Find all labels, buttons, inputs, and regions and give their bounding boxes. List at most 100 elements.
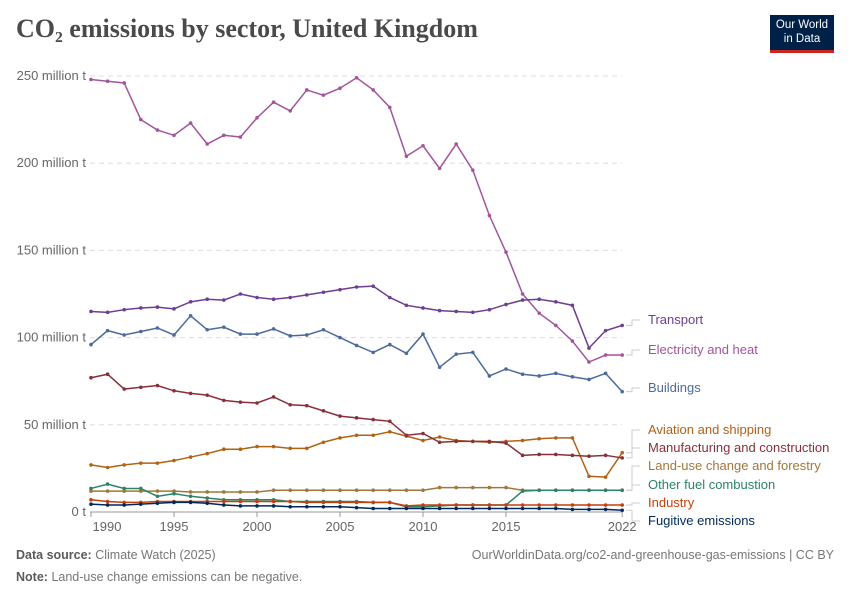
data-point xyxy=(388,419,392,424)
data-point xyxy=(271,327,276,331)
data-point xyxy=(205,501,209,506)
data-point xyxy=(321,504,326,509)
data-point xyxy=(371,417,376,422)
data-point xyxy=(89,486,93,491)
data-point xyxy=(354,488,359,493)
x-tick-label: 2005 xyxy=(326,519,355,534)
data-point xyxy=(388,429,392,434)
series-label: Industry xyxy=(648,495,695,510)
data-point xyxy=(255,332,259,336)
data-point xyxy=(139,502,143,506)
data-point xyxy=(105,465,110,470)
data-point xyxy=(89,497,93,502)
data-point xyxy=(105,503,110,507)
data-point xyxy=(105,328,110,333)
data-point xyxy=(139,486,143,491)
data-point xyxy=(255,116,259,120)
data-point xyxy=(603,488,608,493)
data-point xyxy=(238,504,243,508)
data-point xyxy=(371,284,376,288)
data-point xyxy=(139,489,143,493)
data-point xyxy=(321,290,326,295)
data-point xyxy=(371,88,376,92)
data-source: Data source: Climate Watch (2025) xyxy=(16,548,216,562)
data-point xyxy=(471,439,475,444)
label-connector xyxy=(626,509,640,522)
y-tick-label: 0 t xyxy=(72,504,87,519)
label-connector xyxy=(626,429,640,454)
data-point xyxy=(305,446,309,451)
data-point xyxy=(471,168,475,172)
data-point xyxy=(454,485,459,490)
data-point xyxy=(520,489,525,493)
series-label: Other fuel combustion xyxy=(648,477,775,492)
data-point xyxy=(122,333,126,337)
data-point xyxy=(271,297,276,302)
data-point xyxy=(603,453,608,458)
data-point xyxy=(421,503,425,507)
data-point xyxy=(404,488,409,493)
data-point xyxy=(288,499,293,504)
data-point xyxy=(271,444,276,449)
data-point xyxy=(537,311,541,315)
data-point xyxy=(487,439,492,444)
data-point xyxy=(155,489,160,493)
owid-logo[interactable]: Our World in Data xyxy=(770,15,834,53)
data-point xyxy=(421,306,425,310)
data-point xyxy=(437,166,442,171)
data-point xyxy=(288,334,293,338)
data-point xyxy=(305,333,309,337)
label-connector xyxy=(626,484,640,491)
data-point xyxy=(371,433,376,438)
data-point xyxy=(487,307,492,312)
data-point xyxy=(520,503,525,507)
data-point xyxy=(89,342,93,347)
data-point xyxy=(139,117,143,122)
data-point xyxy=(537,488,541,493)
data-point xyxy=(388,488,392,493)
data-point xyxy=(520,292,525,296)
data-point xyxy=(188,391,193,396)
data-point xyxy=(504,485,508,490)
data-point xyxy=(587,346,591,350)
data-point xyxy=(238,135,243,139)
data-point xyxy=(222,325,226,329)
data-point xyxy=(105,482,110,486)
data-point xyxy=(305,488,309,493)
data-point xyxy=(520,298,525,302)
data-point xyxy=(421,143,425,148)
chart-title: CO₂ emissions by sector, United Kingdom xyxy=(16,14,478,43)
x-tick-label: 2000 xyxy=(243,519,272,534)
data-point xyxy=(222,503,226,507)
data-point xyxy=(388,342,392,347)
data-point xyxy=(238,490,243,494)
data-point xyxy=(421,332,425,336)
y-tick-label: 100 million t xyxy=(17,330,87,345)
data-point xyxy=(520,506,525,511)
data-point xyxy=(288,402,293,407)
note: Note: Land-use change emissions can be n… xyxy=(16,570,303,584)
data-point xyxy=(222,447,226,452)
data-point xyxy=(537,297,541,302)
data-point xyxy=(321,440,326,445)
data-point xyxy=(554,452,558,457)
data-point xyxy=(205,490,209,494)
data-point xyxy=(305,504,309,509)
data-point xyxy=(587,454,591,458)
y-tick-label: 150 million t xyxy=(17,242,87,257)
source-url[interactable]: OurWorldinData.org/co2-and-greenhouse-ga… xyxy=(471,548,834,562)
data-point xyxy=(603,503,608,507)
data-point xyxy=(471,350,475,355)
data-point xyxy=(603,507,608,512)
data-point xyxy=(222,133,226,138)
data-point xyxy=(437,485,442,490)
label-connector xyxy=(626,447,640,459)
data-point xyxy=(404,154,409,159)
data-point xyxy=(504,503,508,507)
data-point xyxy=(155,305,160,309)
data-point xyxy=(305,500,309,505)
data-point xyxy=(305,293,309,297)
data-point xyxy=(554,323,558,328)
data-point xyxy=(188,300,193,304)
